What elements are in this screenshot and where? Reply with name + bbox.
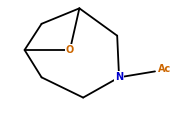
Text: Ac: Ac [158, 64, 171, 74]
Text: O: O [66, 45, 74, 55]
Text: N: N [115, 72, 123, 82]
